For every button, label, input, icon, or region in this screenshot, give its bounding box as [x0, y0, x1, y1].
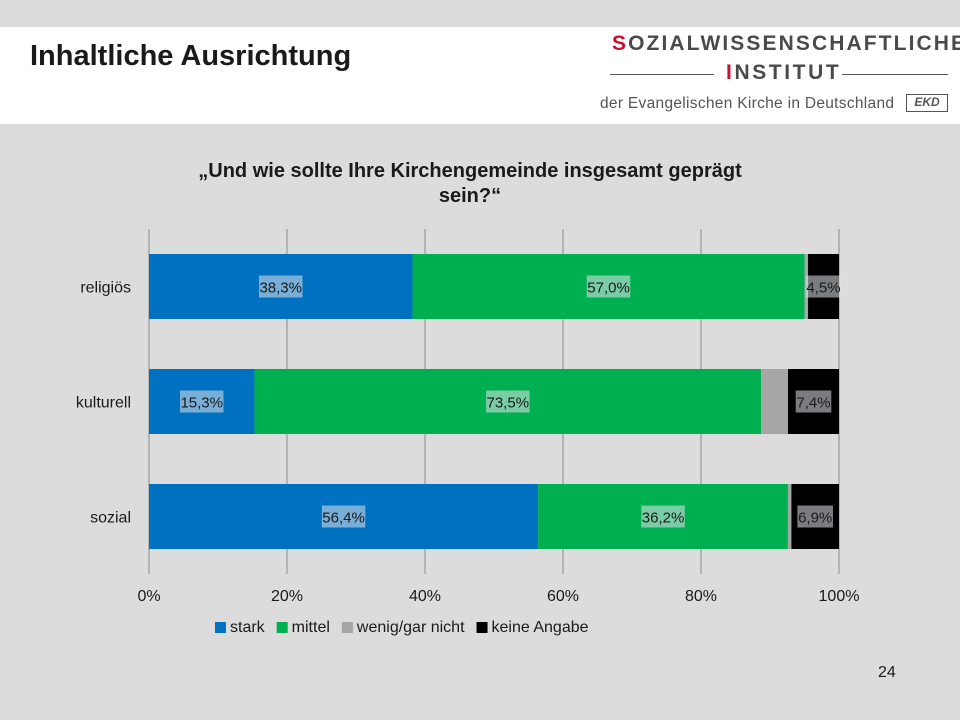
data-label-bg	[321, 505, 366, 528]
legend-swatch	[476, 622, 488, 633]
data-label-bg	[797, 505, 833, 528]
logo-initial-s: S	[612, 32, 629, 55]
logo-rule-right	[842, 74, 948, 75]
category-label: sozial	[90, 510, 131, 527]
data-label-bg	[805, 275, 842, 298]
data-label-bg	[258, 275, 303, 298]
data-label-bg	[179, 390, 224, 413]
logo-initial-i: I	[726, 61, 735, 84]
chart-title: „Und wie sollte Ihre Kirchengemeinde ins…	[100, 159, 840, 209]
legend-swatch	[215, 622, 226, 633]
data-label-bg	[795, 390, 832, 413]
logo-line-2: INSTITUT	[726, 61, 841, 85]
chart-title-line-1: „Und wie sollte Ihre Kirchengemeinde ins…	[198, 160, 742, 182]
legend-label: keine Angabe	[492, 619, 589, 636]
legend-label: wenig/gar nicht	[356, 619, 465, 636]
logo-line-1: SOZIALWISSENSCHAFTLICHES	[612, 32, 960, 56]
legend-label: mittel	[292, 619, 330, 636]
data-label-bg	[486, 390, 530, 413]
data-label: 6,9%	[798, 510, 832, 527]
data-label-bg	[586, 275, 631, 298]
data-label: 7,4%	[796, 395, 830, 412]
page-number: 24	[878, 664, 896, 681]
data-label: 4,5%	[806, 280, 840, 297]
x-tick-label: 80%	[685, 588, 717, 605]
bar-segment	[761, 369, 788, 434]
legend-label: stark	[230, 619, 266, 636]
chart-title-line-2: sein?“	[438, 185, 502, 207]
data-label: 56,4%	[322, 510, 365, 527]
legend-swatch	[341, 622, 353, 633]
data-label: 38,3%	[259, 280, 302, 297]
x-tick-label: 40%	[409, 588, 441, 605]
header-band	[0, 27, 960, 124]
logo-rule-left	[610, 74, 714, 75]
logo-line-3: der Evangelischen Kirche in Deutschland	[600, 95, 895, 112]
logo-line-1-rest: OZIALWISSENSCHAFTLICHES	[628, 32, 960, 55]
x-tick-label: 60%	[547, 588, 579, 605]
data-label: 36,2%	[642, 510, 685, 527]
x-tick-label: 0%	[137, 588, 160, 605]
category-label: kulturell	[76, 395, 131, 412]
ekd-badge: EKD	[906, 94, 948, 112]
category-label: religiös	[80, 280, 131, 297]
bar-segment	[787, 484, 792, 549]
x-tick-label: 100%	[819, 588, 860, 605]
data-label: 73,5%	[487, 395, 530, 412]
institute-logo: SOZIALWISSENSCHAFTLICHES INSTITUT der Ev…	[600, 30, 960, 120]
data-label: 57,0%	[587, 280, 630, 297]
data-label: 15,3%	[180, 395, 223, 412]
logo-line-2-rest: NSTITUT	[734, 61, 842, 84]
page-title: Inhaltliche Ausrichtung	[30, 40, 352, 72]
data-label-bg	[641, 505, 685, 528]
x-tick-label: 20%	[271, 588, 303, 605]
legend-swatch	[276, 622, 288, 633]
